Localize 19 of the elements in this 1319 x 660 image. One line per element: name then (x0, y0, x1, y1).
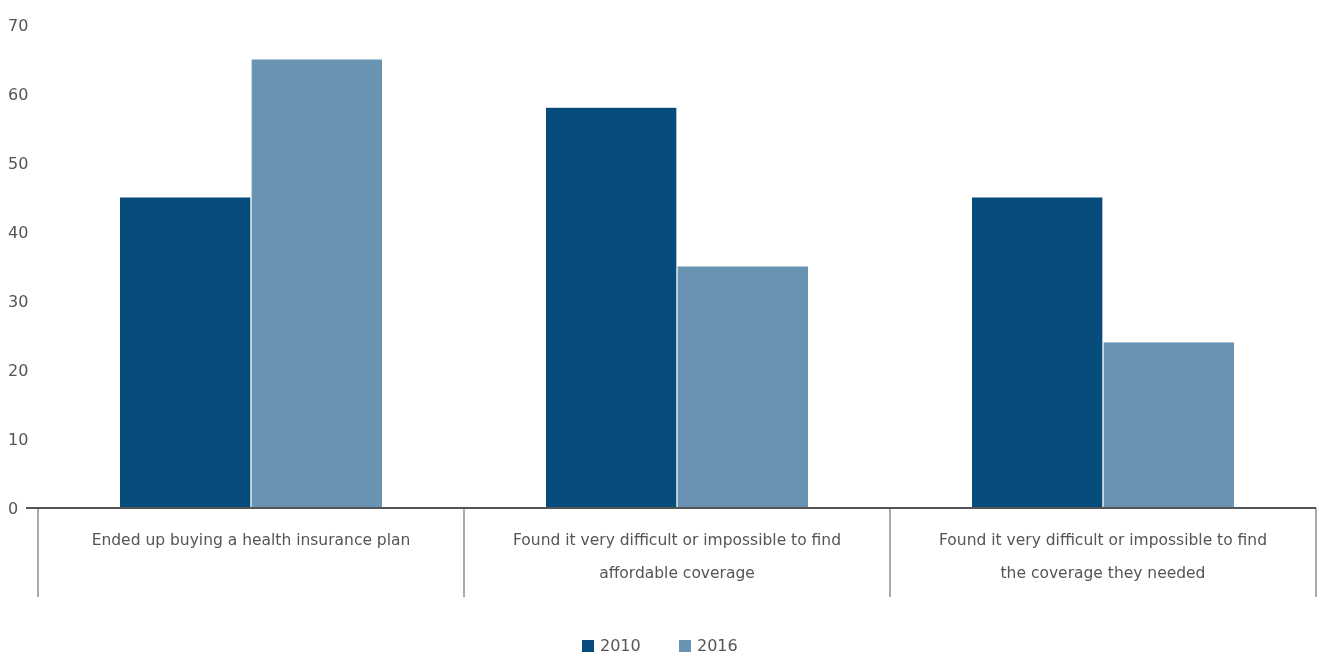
y-tick-label: 50 (8, 153, 29, 173)
y-tick-label: 30 (8, 291, 29, 311)
y-tick-label: 60 (8, 84, 29, 104)
legend-label: 2010 (600, 636, 641, 655)
y-tick-label: 40 (8, 222, 29, 242)
y-tick-label: 20 (8, 360, 29, 380)
x-tick-label: Found it very difficult or impossible to find the coverage they needed (938, 531, 1268, 582)
bar (251, 59, 382, 508)
y-tick-label: 10 (8, 429, 29, 449)
bar (546, 107, 677, 508)
y-tick-label: 70 (8, 15, 29, 35)
bar (972, 197, 1103, 508)
y-tick-label: 0 (8, 498, 19, 518)
bar (677, 266, 808, 508)
x-tick-label: Ended up buying a health insurance plan (91, 531, 411, 549)
bar (1103, 342, 1234, 508)
legend-label: 2016 (697, 636, 738, 655)
x-tick-label: Found it very difficult or impossible to find affordable coverage (512, 531, 842, 582)
bar (120, 197, 251, 508)
